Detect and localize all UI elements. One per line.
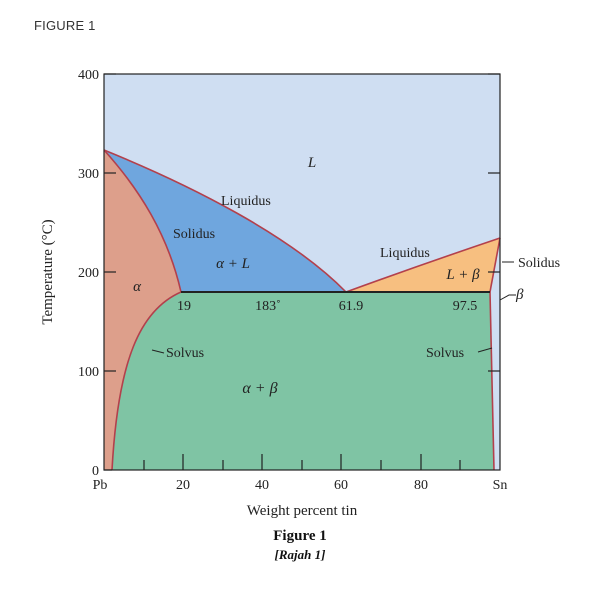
region-alpha	[104, 150, 181, 470]
label-liquidus-left: Liquidus	[221, 194, 271, 209]
liquidus-left-line	[103, 149, 347, 293]
solvus-right-line	[489, 291, 495, 471]
x-tick-60: 60	[334, 478, 348, 493]
solvus-left-line	[111, 291, 182, 471]
label-solidus-right: Solidus	[518, 256, 560, 271]
label-liquid-beta: L + β	[445, 267, 480, 283]
x-axis-title: Weight percent tin	[247, 503, 358, 519]
x-tick-20: 20	[176, 478, 190, 493]
y-tick-100: 100	[78, 365, 99, 380]
region-alpha-beta	[112, 292, 494, 470]
eutectic-composition: 61.9	[339, 299, 364, 314]
x-tick-marks	[143, 454, 461, 470]
caption-subtitle: [Rajah 1]	[274, 547, 326, 562]
eutectic-beta-comp: 97.5	[453, 299, 478, 314]
x-tick-80: 80	[414, 478, 428, 493]
x-label-sn: Sn	[493, 478, 508, 493]
label-alpha-liquid: α + L	[216, 256, 250, 272]
y-tick-0: 0	[92, 464, 99, 479]
solidus-right-line	[489, 237, 501, 293]
y-tick-200: 200	[78, 266, 99, 281]
figure-tag: FIGURE 1	[34, 18, 96, 33]
leader-lines	[151, 261, 516, 354]
liquidus-right-line	[345, 237, 501, 293]
y-tick-400: 400	[78, 68, 99, 83]
y-tick-marks	[104, 73, 500, 471]
figure-caption: Figure 1 [Rajah 1]	[200, 528, 400, 563]
x-label-pb: Pb	[93, 478, 108, 493]
region-beta	[490, 238, 500, 470]
label-liquid: L	[307, 155, 316, 171]
caption-title: Figure 1	[273, 528, 327, 544]
label-liquidus-right: Liquidus	[380, 246, 430, 261]
label-alpha-beta: α + β	[242, 380, 277, 397]
label-solidus-left: Solidus	[173, 227, 215, 242]
eutectic-temperature: 183˚	[255, 299, 281, 314]
label-solvus-right: Solvus	[426, 346, 464, 361]
y-axis-title: Temperature (°C)	[40, 219, 56, 324]
x-tick-40: 40	[255, 478, 269, 493]
solidus-left-line	[103, 149, 182, 293]
eutectic-alpha-comp: 19	[177, 299, 191, 314]
region-alpha-liquid	[104, 150, 346, 292]
label-solvus-left: Solvus	[166, 346, 204, 361]
label-alpha: α	[133, 279, 142, 295]
label-beta: β	[515, 287, 524, 303]
y-tick-300: 300	[78, 167, 99, 182]
